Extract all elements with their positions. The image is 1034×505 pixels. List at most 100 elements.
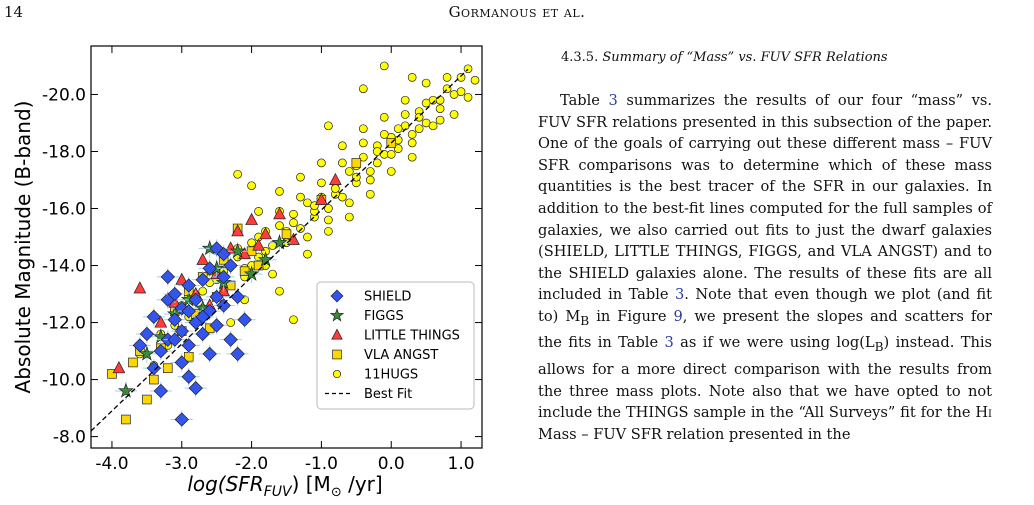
data-point-little-things (328, 172, 342, 185)
data-point-11hugs (463, 92, 473, 102)
data-point-11hugs (400, 110, 410, 119)
x-label-sun: ⊙ (331, 485, 342, 500)
data-point-11hugs (449, 110, 459, 119)
data-point-shield (209, 318, 224, 333)
data-point-11hugs (428, 121, 438, 131)
data-point-11hugs (338, 141, 347, 151)
data-point-11hugs (296, 192, 305, 202)
data-point-11hugs (247, 238, 256, 248)
running-head: Gormanous et al. (448, 3, 586, 21)
data-point-shield (146, 309, 162, 325)
data-point-shield (195, 272, 210, 287)
data-point-figgs (117, 382, 134, 398)
text-run: i (988, 404, 992, 422)
x-tick-label: 1.0 (448, 454, 475, 474)
text-run: . Note that even though we plot (and fit… (538, 286, 993, 325)
data-point-little-things (245, 212, 258, 225)
section-number: 4.3.5. (561, 50, 599, 65)
y-tick-label: -8.0 (53, 428, 86, 448)
x-label-tail: ) [M (292, 472, 331, 496)
data-point-vla-angst (128, 357, 138, 368)
data-point-11hugs (344, 167, 354, 176)
data-point-11hugs (324, 215, 333, 225)
subscript: B (874, 340, 884, 355)
data-point-shield (174, 412, 189, 427)
legend-marker-shield (330, 289, 344, 303)
data-point-11hugs (407, 152, 417, 162)
y-axis-label: Absolute Magnitude (B-band) (11, 101, 35, 394)
data-point-11hugs (407, 73, 417, 82)
data-point-little-things (252, 238, 265, 251)
legend-label: FIGGS (364, 309, 404, 324)
table-reference-link[interactable]: 3 (664, 334, 674, 352)
data-point-11hugs (324, 226, 333, 236)
data-point-11hugs (379, 130, 389, 139)
scatter-chart: -4.0 -3.0 -2.0 -1.0 0.0 1.0 -8.0 -10.0 -12.0 -14.… (11, 45, 483, 500)
data-point-11hugs (379, 61, 389, 71)
figure-reference-link[interactable]: 9 (673, 307, 683, 325)
page-header: 14 Gormanous et al. (0, 0, 1034, 24)
legend-marker-little-things (331, 328, 343, 340)
legend-label: LITTLE THINGS (364, 329, 460, 344)
text-run: ) instead. This allows for a more direct… (538, 334, 993, 422)
y-tick-label: -14.0 (42, 257, 86, 277)
legend: SHIELD FIGGS LITTLE THINGS VLA ANGST 11HUGS B… (316, 281, 475, 410)
data-point-shield (223, 332, 238, 347)
legend-marker-figgs (329, 307, 345, 322)
data-point-figgs (229, 242, 246, 258)
data-point-11hugs (303, 232, 312, 242)
data-point-shield (230, 289, 245, 305)
x-label-end: /yr] (342, 472, 383, 496)
data-point-vla-angst (107, 369, 117, 379)
data-point-11hugs (435, 115, 445, 125)
subscript: B (580, 313, 590, 328)
table-reference-link[interactable]: 3 (608, 92, 618, 109)
table-reference-link[interactable]: 3 (674, 286, 685, 304)
data-point-11hugs (456, 73, 466, 82)
data-point-11hugs (324, 121, 333, 131)
data-point-11hugs (407, 138, 417, 148)
data-point-11hugs (463, 64, 473, 74)
data-point-11hugs (379, 112, 389, 122)
data-point-11hugs (365, 175, 375, 185)
data-point-11hugs (372, 158, 382, 168)
data-point-vla-angst (142, 394, 152, 405)
axis-ticks: -4.0 -3.0 -2.0 -1.0 0.0 1.0 -8.0 -10.0 -12.0 -14.… (42, 46, 482, 474)
data-point-shield (181, 369, 196, 384)
data-point-11hugs (247, 181, 256, 191)
data-point-11hugs (268, 269, 277, 279)
x-tick-label: -2.0 (235, 454, 268, 474)
data-point-little-things (231, 224, 245, 237)
data-point-shield (216, 246, 231, 262)
legend-label: VLA ANGST (364, 348, 438, 363)
data-point-little-things (154, 315, 168, 328)
text-run: in Figure (589, 307, 674, 325)
x-tick-label: -4.0 (95, 454, 128, 474)
data-point-11hugs (365, 189, 375, 199)
data-point-11hugs (435, 95, 445, 105)
data-point-shield (230, 346, 245, 362)
legend-marker-vla-angst (332, 349, 342, 360)
data-point-11hugs (275, 187, 284, 196)
legend-label: Best Fit (364, 387, 412, 402)
x-tick-label: 0.0 (378, 454, 405, 474)
text-run: , we present the slopes and scatters for… (538, 307, 992, 352)
data-point-11hugs (324, 204, 333, 213)
data-point-11hugs (344, 212, 354, 222)
data-point-shield (167, 332, 182, 347)
data-point-11hugs (400, 95, 410, 105)
data-point-11hugs (393, 144, 403, 153)
data-point-vla-angst (281, 229, 292, 239)
x-label-sub: FUV (264, 484, 293, 500)
legend-box (316, 281, 475, 410)
data-point-11hugs (414, 112, 424, 122)
plot-frame (90, 45, 483, 449)
data-point-11hugs (317, 178, 326, 188)
data-point-11hugs (393, 124, 403, 134)
data-point-11hugs (470, 75, 480, 85)
data-point-little-things (175, 272, 189, 285)
data-point-11hugs (421, 78, 431, 88)
data-point-11hugs (386, 149, 396, 159)
data-point-11hugs (365, 167, 375, 176)
x-tick-label: -3.0 (165, 454, 198, 474)
